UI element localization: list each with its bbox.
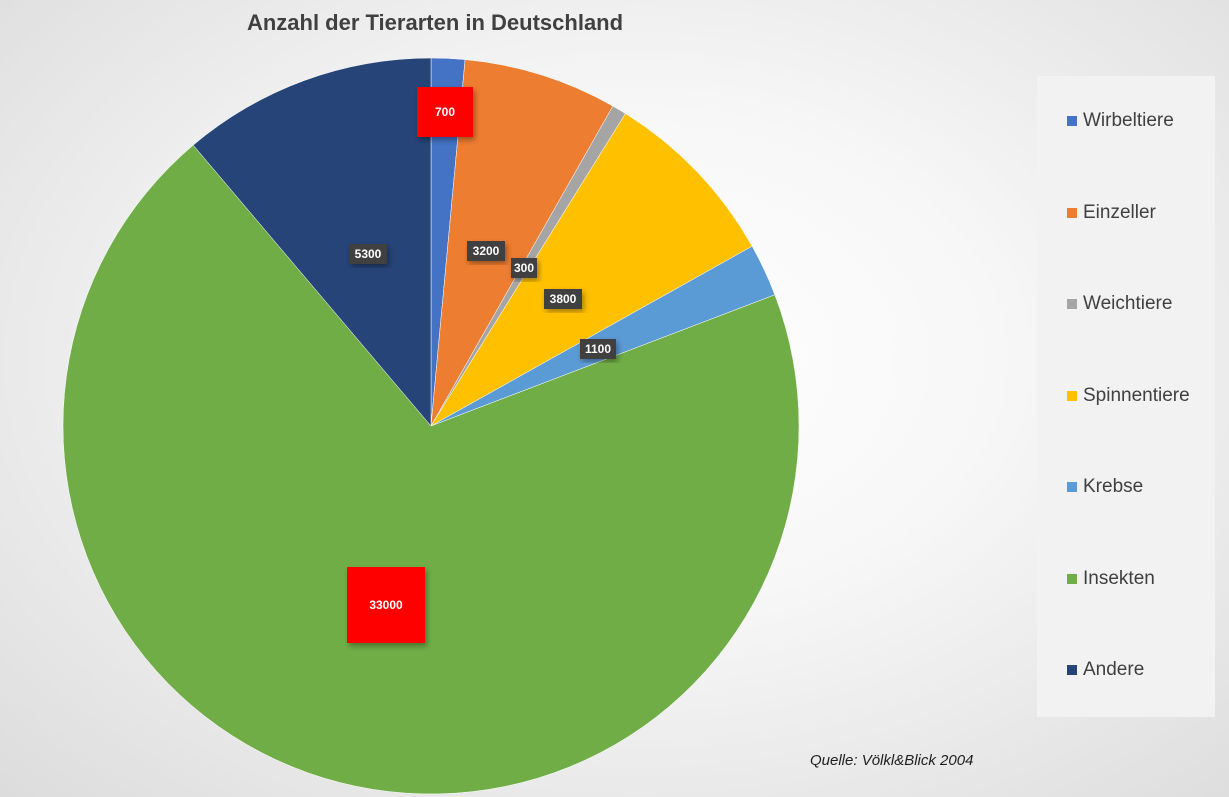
legend-item-spinnentiere: Spinnentiere	[1067, 384, 1190, 408]
data-label-wirbeltiere: 700	[417, 87, 473, 137]
legend-label: Einzeller	[1083, 201, 1156, 223]
chart-title: Anzahl der Tierarten in Deutschland	[246, 10, 624, 35]
legend-label: Insekten	[1083, 567, 1155, 589]
data-label-spinnentiere: 3800	[544, 289, 582, 309]
pie-slice-insekten	[62, 144, 800, 795]
svg-text:33000: 33000	[369, 598, 403, 612]
legend-item-krebse: Krebse	[1067, 475, 1143, 499]
legend-swatch	[1067, 573, 1077, 584]
data-label-einzeller: 3200	[467, 241, 505, 261]
legend-swatch	[1067, 665, 1077, 675]
pie-slice-einzeller	[430, 59, 614, 427]
svg-text:5300: 5300	[355, 247, 382, 261]
svg-text:1100: 1100	[585, 342, 611, 356]
legend-item-andere: Andere	[1067, 658, 1144, 682]
source-note: Quelle: Völkl&Blick 2004	[810, 752, 974, 769]
data-label-insekten: 33000	[347, 567, 425, 643]
legend-swatch	[1067, 116, 1077, 126]
legend-item-insekten: Insekten	[1067, 567, 1155, 591]
legend-swatch	[1067, 299, 1077, 309]
legend-label: Weichtiere	[1083, 293, 1173, 314]
chart-legend: Wirbeltiere Einzeller Weichtiere Spinnentie…	[1037, 76, 1215, 717]
pie-slice-spinnentiere	[430, 113, 753, 427]
legend-swatch	[1067, 390, 1077, 401]
legend-swatch	[1067, 207, 1077, 218]
legend-label: Wirbeltiere	[1083, 110, 1174, 131]
legend-swatch	[1067, 482, 1077, 492]
data-label-andere: 5300	[349, 244, 387, 264]
legend-item-einzeller: Einzeller	[1067, 201, 1156, 225]
legend-item-wirbeltiere: Wirbeltiere	[1067, 109, 1174, 133]
svg-text:700: 700	[435, 105, 455, 119]
legend-label: Andere	[1083, 659, 1145, 680]
svg-text:3200: 3200	[473, 244, 500, 258]
svg-text:3800: 3800	[550, 292, 577, 306]
data-label-weichtiere: 300	[511, 258, 537, 278]
legend-label: Spinnentiere	[1083, 384, 1190, 406]
pie-slice-andere	[192, 57, 432, 427]
svg-text:300: 300	[514, 261, 534, 275]
legend-item-weichtiere: Weichtiere	[1067, 292, 1172, 316]
legend-label: Krebse	[1083, 476, 1144, 497]
data-label-krebse: 1100	[580, 339, 616, 359]
